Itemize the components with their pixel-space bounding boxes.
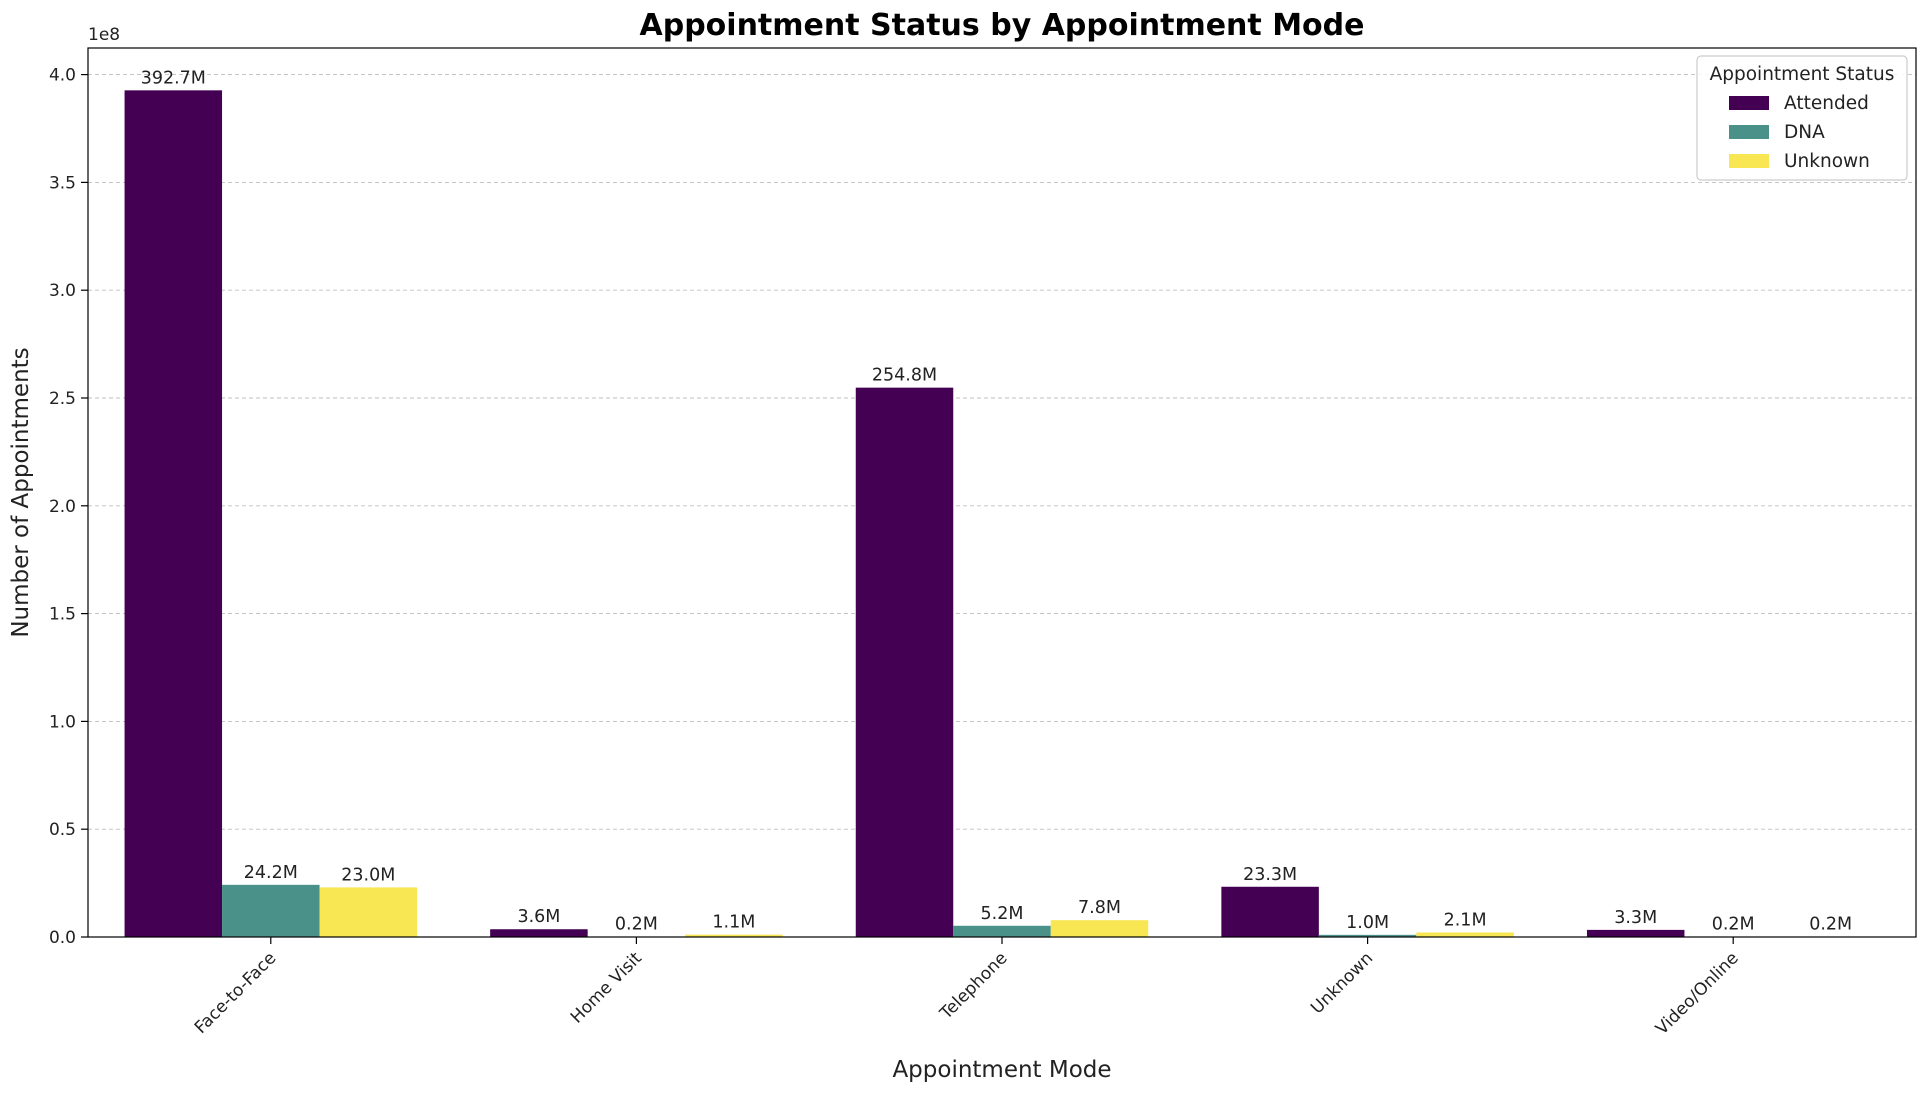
bar-unknown-0: [319, 887, 418, 937]
bar-value-label: 23.0M: [341, 865, 395, 885]
bar-attended-1: [490, 929, 588, 937]
legend-label: Unknown: [1784, 151, 1870, 172]
bar-value-label: 392.7M: [141, 68, 206, 88]
bar-value-label: 7.8M: [1078, 898, 1121, 918]
y-tick-label: 0.5: [49, 820, 76, 840]
bar-value-label: 3.6M: [517, 907, 560, 927]
legend-items: Attended DNA Unknown: [1729, 93, 1870, 172]
y-axis-offset-label: 1e8: [88, 25, 120, 45]
y-tick-label: 4.0: [49, 66, 76, 86]
bar-dna-3: [1318, 934, 1417, 937]
legend-swatch-unknown: [1729, 154, 1769, 168]
bar-value-label: 0.2M: [615, 915, 658, 935]
legend-title: Appointment Status: [1710, 64, 1895, 85]
bar-value-label: 23.3M: [1243, 865, 1297, 885]
y-axis-title: Number of Appointments: [8, 347, 34, 637]
chart-title: Appointment Status by Appointment Mode: [640, 8, 1365, 43]
bar-dna-2: [953, 925, 1051, 937]
x-axis-title: Appointment Mode: [892, 1057, 1111, 1083]
bar-attended-0: [124, 90, 223, 938]
bar-value-labels: 392.7M 24.2M 23.0M 3.6M 0.2M 1.1M 254.8M 5.2M 7.…: [141, 68, 1852, 934]
y-tick-label: 3.0: [49, 281, 76, 301]
y-axis-ticks: 0.0 0.5 1.0 1.5 2.0 2.5 3.0 3.5 4.0: [49, 66, 88, 948]
y-tick-label: 2.0: [49, 497, 76, 517]
bars: [124, 90, 1880, 938]
y-tick-label: 1.5: [49, 605, 76, 625]
y-tick-label: 3.5: [49, 173, 76, 193]
legend-swatch-dna: [1729, 125, 1769, 139]
bar-value-label: 0.2M: [1712, 915, 1755, 935]
legend-box: [1696, 55, 1908, 181]
bar-value-label: 1.1M: [712, 913, 755, 933]
bar-value-label: 5.2M: [981, 904, 1024, 924]
bar-attended-3: [1221, 886, 1319, 937]
bar-value-label: 254.8M: [872, 366, 937, 386]
bar-value-label: 3.3M: [1614, 908, 1657, 928]
y-tick-label: 0.0: [49, 928, 76, 948]
bar-attended-4: [1586, 929, 1685, 937]
bar-attended-2: [855, 387, 954, 937]
bar-value-label: 2.1M: [1444, 910, 1487, 930]
bar-value-label: 0.2M: [1809, 915, 1852, 935]
bar-unknown-1: [685, 934, 783, 937]
bar-unknown-3: [1416, 932, 1514, 937]
bar-value-label: 1.0M: [1346, 913, 1389, 933]
legend-label: DNA: [1784, 122, 1825, 143]
bar-dna-0: [222, 884, 320, 937]
legend-label: Attended: [1784, 93, 1869, 114]
bar-value-label: 24.2M: [244, 863, 298, 883]
bar-unknown-2: [1050, 920, 1149, 937]
legend-swatch-attended: [1729, 96, 1769, 110]
y-tick-label: 2.5: [49, 389, 76, 409]
legend: Appointment Status Attended DNA Unknown: [1696, 55, 1908, 181]
y-tick-label: 1.0: [49, 712, 76, 732]
